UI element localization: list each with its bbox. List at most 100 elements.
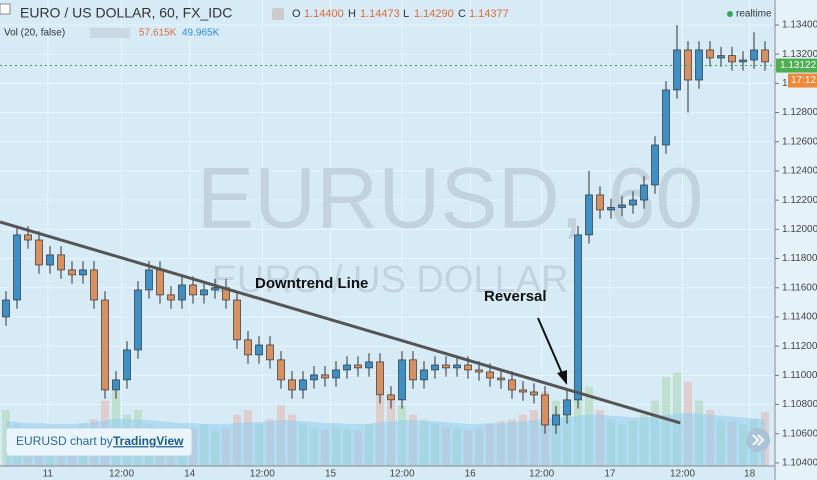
y-tick-label: 1.12600 xyxy=(782,136,817,147)
candle-body xyxy=(134,289,142,351)
footer-box xyxy=(5,427,193,457)
footer-link[interactable]: TradingView xyxy=(113,434,184,448)
candle-body xyxy=(156,269,164,296)
x-tick-label: 15 xyxy=(325,469,337,480)
candle-body xyxy=(607,207,615,211)
candle-body xyxy=(739,59,747,63)
candle-body xyxy=(717,55,725,59)
y-tick-label: 1.11000 xyxy=(782,370,817,381)
candle-body xyxy=(651,144,659,186)
candle-body xyxy=(299,379,307,391)
candle-body xyxy=(387,394,395,401)
y-tick-label: 1.11800 xyxy=(782,253,817,264)
y-tick-label: 1.11200 xyxy=(782,341,817,352)
candle-body xyxy=(618,204,626,208)
candle-body xyxy=(409,359,417,381)
scroll-icon xyxy=(752,434,765,446)
candle-body xyxy=(508,379,516,391)
candle-body xyxy=(365,361,373,369)
candle-body xyxy=(486,371,494,379)
trendline xyxy=(0,220,681,425)
candle-body xyxy=(178,284,186,301)
candle-body xyxy=(123,349,131,381)
candle-body xyxy=(640,184,648,201)
candle-body xyxy=(574,234,582,401)
c-value: 1.14377 xyxy=(469,8,509,20)
c-label: C xyxy=(458,8,466,20)
candle-body xyxy=(2,299,10,318)
candle-body xyxy=(706,49,714,59)
volume-ma-value: 49.965K xyxy=(182,28,220,39)
candle-body xyxy=(211,287,219,291)
title: EURO / US DOLLAR, 60, FX_IDC xyxy=(20,5,232,21)
icons xyxy=(90,28,130,38)
y-tick-label: 1.11400 xyxy=(782,312,817,323)
candle-body xyxy=(167,294,175,301)
o-label: O xyxy=(292,8,301,20)
candle-body xyxy=(321,374,329,379)
l-value: 1.14290 xyxy=(414,8,454,20)
candle-body xyxy=(475,369,483,373)
candle-body xyxy=(420,369,428,381)
x-tick-label: 18 xyxy=(744,469,756,480)
y-tick-label: 1.10400 xyxy=(782,458,817,469)
y-tick-label: 1.12200 xyxy=(782,195,817,206)
candle-body xyxy=(761,49,769,63)
arrow-line xyxy=(537,317,565,379)
o-value: 1.14400 xyxy=(304,8,344,20)
candle-body xyxy=(750,49,758,61)
candle-body xyxy=(244,339,252,356)
y-tick-label: 1.13200 xyxy=(782,49,817,60)
x-tick-label: 12:00 xyxy=(109,469,134,480)
candle-body xyxy=(585,194,593,236)
x-tick-label: 12:00 xyxy=(529,469,554,480)
x-tick-label: 16 xyxy=(465,469,477,480)
candle-body xyxy=(90,269,98,301)
candle-body xyxy=(266,344,274,361)
x-tick-label: 17 xyxy=(604,469,616,480)
candle-body xyxy=(343,364,351,371)
candles xyxy=(2,24,769,434)
candle-body xyxy=(79,269,87,276)
candle-body xyxy=(189,284,197,296)
x-tick-label: 12:00 xyxy=(389,469,414,480)
candle-body xyxy=(442,364,450,369)
h-label: H xyxy=(348,8,356,20)
x-tick-label: 14 xyxy=(184,469,196,480)
candle-body xyxy=(277,359,285,381)
candle-body xyxy=(310,374,318,381)
annotation: Reversal xyxy=(484,288,547,305)
arrow-head xyxy=(557,370,567,385)
overlay xyxy=(0,220,681,425)
candle-body xyxy=(35,239,43,266)
candle-body xyxy=(728,55,736,63)
icon xyxy=(0,3,11,15)
candle-body xyxy=(13,234,21,301)
candle-body xyxy=(200,289,208,296)
trendline-label: Downtrend Line xyxy=(255,275,368,292)
y-tick-label: 1.12800 xyxy=(782,107,817,118)
candle-body xyxy=(541,394,549,426)
candle-body xyxy=(673,49,681,91)
y-tick-label: 1.13400 xyxy=(782,20,817,31)
candle-body xyxy=(519,389,527,393)
candle-body xyxy=(596,194,604,211)
candle-body xyxy=(145,269,153,291)
icon xyxy=(272,8,284,20)
candle-body xyxy=(24,234,32,241)
candle-body xyxy=(431,364,439,371)
last-price-box xyxy=(776,58,817,73)
l-label: L xyxy=(403,8,409,20)
last-price-label: 1.13122 xyxy=(780,60,817,71)
candle-body xyxy=(662,89,670,146)
candle-body xyxy=(695,49,703,81)
candle-body xyxy=(376,361,384,396)
candle-body xyxy=(112,379,120,391)
grid xyxy=(0,0,775,466)
y-tick-label: 1.10800 xyxy=(782,399,817,410)
watermark-sub: EURO / US DOLLAR xyxy=(212,259,569,301)
candle-body xyxy=(684,49,692,81)
countdown-box xyxy=(788,73,817,88)
